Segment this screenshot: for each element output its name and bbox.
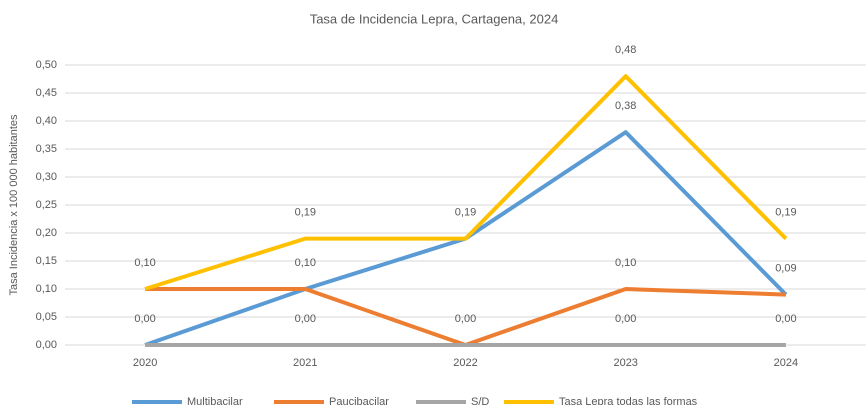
y-tick-label: 0,05 bbox=[36, 311, 57, 323]
data-label: 0,10 bbox=[134, 257, 155, 269]
y-tick-label: 0,35 bbox=[36, 143, 57, 155]
legend-label: Multibacilar bbox=[187, 396, 243, 405]
y-tick-label: 0,15 bbox=[36, 255, 57, 267]
y-axis-label: Tasa Incidencia x 100 000 habitantes bbox=[8, 114, 20, 296]
x-tick-label: 2022 bbox=[453, 357, 477, 369]
data-label: 0,10 bbox=[295, 257, 316, 269]
y-tick-label: 0,45 bbox=[36, 87, 57, 99]
data-label: 0,48 bbox=[615, 44, 636, 56]
data-label: 0,00 bbox=[775, 313, 796, 325]
data-label: 0,00 bbox=[615, 313, 636, 325]
data-label: 0,09 bbox=[775, 263, 796, 275]
legend-label: S/D bbox=[471, 396, 489, 405]
data-label: 0,19 bbox=[295, 207, 316, 219]
data-label: 0,38 bbox=[615, 100, 636, 112]
y-tick-label: 0,30 bbox=[36, 171, 57, 183]
y-tick-label: 0,10 bbox=[36, 283, 57, 295]
y-tick-label: 0,20 bbox=[36, 227, 57, 239]
chart-title: Tasa de Incidencia Lepra, Cartagena, 202… bbox=[310, 11, 559, 26]
data-label: 0,00 bbox=[295, 313, 316, 325]
data-label: 0,10 bbox=[615, 257, 636, 269]
y-tick-label: 0,50 bbox=[36, 59, 57, 71]
data-label: 0,00 bbox=[455, 313, 476, 325]
legend-label: Tasa Lepra todas las formas bbox=[559, 396, 698, 405]
x-tick-label: 2023 bbox=[613, 357, 637, 369]
x-tick-label: 2021 bbox=[293, 357, 317, 369]
y-tick-label: 0,25 bbox=[36, 199, 57, 211]
data-label: 0,19 bbox=[455, 207, 476, 219]
x-tick-label: 2020 bbox=[133, 357, 157, 369]
y-tick-label: 0,40 bbox=[36, 115, 57, 127]
legend-label: Paucibacilar bbox=[329, 396, 389, 405]
y-tick-label: 0,00 bbox=[36, 339, 57, 351]
data-label: 0,00 bbox=[134, 313, 155, 325]
data-label: 0,19 bbox=[775, 207, 796, 219]
series-line bbox=[144, 74, 788, 291]
x-tick-label: 2024 bbox=[774, 357, 798, 369]
